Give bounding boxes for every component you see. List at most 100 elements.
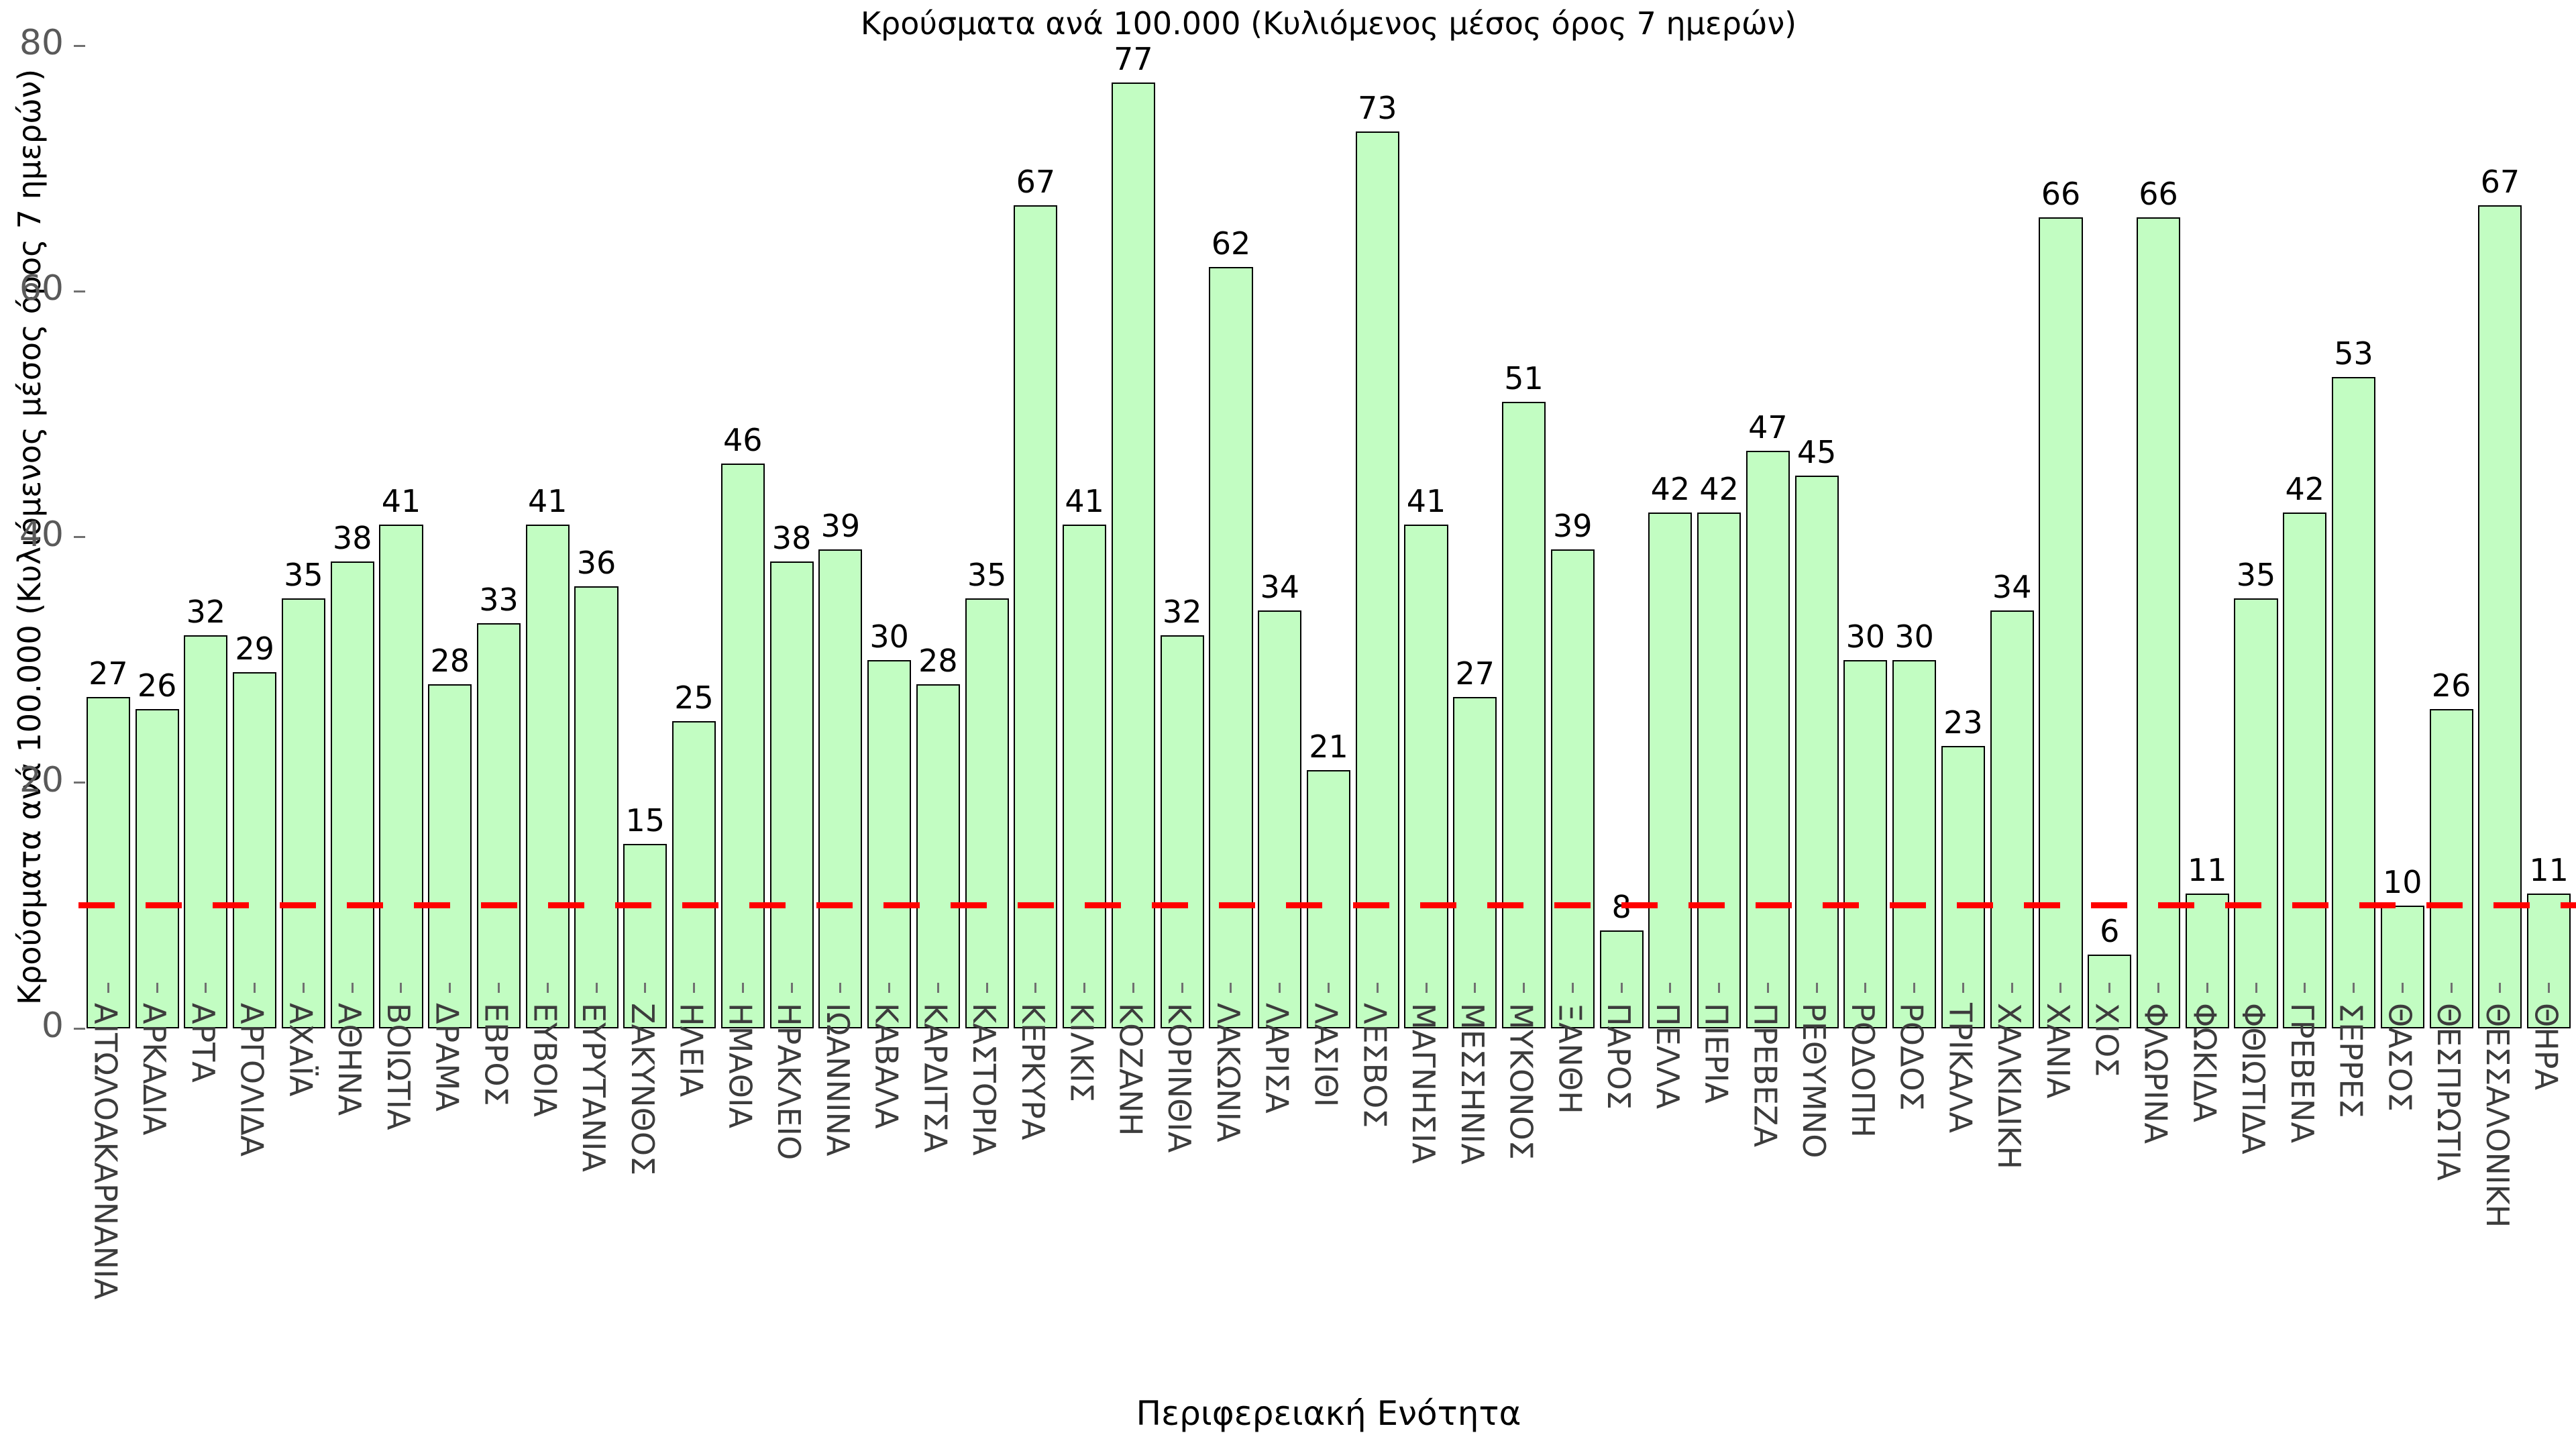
bar-ΘΕΣΣΑΛΟΝΙΚΗ: [2478, 205, 2522, 1028]
x-category-label: ΛΑΚΩΝΙΑ: [1210, 1003, 1246, 1142]
plot-area: 27 26 32 29 35 38 41 28 33 41 36 15 25 46 38 39 30 28 35 67…: [78, 41, 2576, 1028]
bar-ΘΕΣΠΡΩΤΙΑ: [2429, 708, 2473, 1028]
x-tick-mark: [741, 983, 744, 993]
x-category-label: ΠΕΛΛΑ: [1649, 1003, 1686, 1110]
x-category-label: ΦΛΩΡΙΝΑ: [2137, 1003, 2174, 1144]
y-tick-mark: [74, 290, 85, 292]
bar-ΕΒΡΟΣ: [476, 623, 521, 1028]
x-category-label: ΘΕΣΣΑΛΟΝΙΚΗ: [2479, 1003, 2516, 1228]
x-tick-mark: [644, 983, 647, 993]
x-tick-mark: [302, 983, 305, 993]
bar-ΓΡΕΒΕΝΑ: [2283, 512, 2327, 1028]
x-category-label: ΦΩΚΙΔΑ: [2186, 1003, 2223, 1123]
bar-ΚΟΖΑΝΗ: [1111, 82, 1155, 1028]
x-category-label: ΑΡΤΑ: [184, 1003, 221, 1083]
x-category-label: ΛΕΣΒΟΣ: [1356, 1003, 1393, 1128]
bar-ΠΕΛΛΑ: [1648, 512, 1693, 1028]
x-tick-mark: [2548, 983, 2551, 993]
x-tick-mark: [2108, 983, 2111, 993]
x-category-label: ΧΙΟΣ: [2088, 1003, 2125, 1077]
bar-ΠΑΡΟΣ: [1599, 930, 1644, 1028]
bar-ΣΕΡΡΕΣ: [2331, 377, 2376, 1028]
chart-title: Κρούσματα ανά 100.000 (Κυλιόμενος μέσος …: [860, 5, 1797, 42]
x-tick-mark: [1620, 983, 1623, 993]
x-category-label: ΗΡΑΚΛΕΙΟ: [771, 1003, 808, 1161]
x-category-label: ΚΟΖΑΝΗ: [1112, 1003, 1149, 1136]
x-tick-mark: [1571, 983, 1574, 993]
x-category-label: ΗΜΑΘΙΑ: [722, 1003, 759, 1128]
bar-value-label: 21: [1309, 729, 1348, 765]
bar-ΛΑΡΙΣΑ: [1258, 610, 1302, 1028]
bar-ΑΡΓΟΛΙΔΑ: [233, 672, 277, 1028]
x-category-label: ΧΑΝΙΑ: [2039, 1003, 2076, 1099]
x-category-label: ΠΑΡΟΣ: [1601, 1003, 1638, 1110]
x-tick-mark: [2157, 983, 2159, 993]
x-category-label: ΡΟΔΟΠΗ: [1844, 1003, 1881, 1138]
bar-ΑΧΑΪΑ: [281, 598, 325, 1028]
x-tick-mark: [1815, 983, 1818, 993]
x-tick-mark: [1376, 983, 1379, 993]
bar-value-label: 15: [625, 802, 665, 839]
x-tick-mark: [2206, 983, 2208, 993]
x-category-label: ΘΗΡΑ: [2528, 1003, 2565, 1091]
bar-value-label: 30: [1845, 618, 1886, 655]
x-category-label: ΚΟΡΙΝΘΙΑ: [1161, 1003, 1198, 1153]
bar-value-label: 6: [2100, 913, 2120, 950]
x-tick-mark: [254, 983, 256, 993]
x-category-label: ΧΑΛΚΙΔΙΚΗ: [1991, 1003, 2028, 1169]
bar-ΕΥΡΥΤΑΝΙΑ: [574, 586, 619, 1028]
bar-value-label: 46: [723, 421, 763, 458]
bar-ΛΑΚΩΝΙΑ: [1209, 266, 1253, 1028]
bar-ΚΟΡΙΝΘΙΑ: [1160, 635, 1204, 1028]
bar-value-label: 33: [479, 581, 519, 618]
bar-ΜΕΣΣΗΝΙΑ: [1453, 696, 1497, 1028]
bar-ΞΑΝΘΗ: [1550, 549, 1595, 1028]
bar-value-label: 67: [1016, 164, 1056, 201]
x-category-label: ΕΥΒΟΙΑ: [527, 1003, 564, 1117]
x-category-label: ΚΕΡΚΥΡΑ: [1014, 1003, 1051, 1140]
bar-value-label: 34: [1992, 569, 2032, 606]
bar-ΔΡΑΜΑ: [428, 684, 472, 1028]
bar-ΜΑΓΝΗΣΙΑ: [1404, 525, 1448, 1028]
bar-ΗΡΑΚΛΕΙΟ: [769, 561, 814, 1028]
bar-ΛΕΣΒΟΣ: [1355, 131, 1399, 1028]
x-category-label: ΘΑΣΟΣ: [2381, 1003, 2418, 1112]
bar-ΧΑΝΙΑ: [2039, 217, 2083, 1028]
bar-value-label: 27: [1455, 655, 1495, 692]
y-tick-label: 40: [19, 514, 64, 555]
bar-value-label: 30: [1894, 618, 1934, 655]
bar-ΠΙΕΡΙΑ: [1697, 512, 1741, 1028]
bar-value-label: 32: [186, 594, 226, 630]
bar-ΡΕΘΥΜΝΟ: [1794, 475, 1839, 1028]
x-tick-mark: [2059, 983, 2062, 993]
x-category-label: ΦΘΙΩΤΙΔΑ: [2235, 1003, 2272, 1155]
x-tick-mark: [1279, 983, 1281, 993]
bar-ΤΡΙΚΑΛΑ: [1941, 745, 1985, 1028]
x-category-label: ΑΘΗΝΑ: [331, 1003, 368, 1116]
bar-ΗΜΑΘΙΑ: [720, 463, 765, 1028]
threshold-line: [78, 902, 2576, 909]
x-tick-mark: [936, 983, 939, 993]
x-tick-mark: [693, 983, 696, 993]
x-tick-mark: [1230, 983, 1232, 993]
y-tick-mark: [74, 44, 85, 47]
bar-value-label: 47: [1748, 409, 1788, 446]
x-tick-mark: [498, 983, 500, 993]
bar-value-label: 28: [430, 643, 470, 680]
x-category-label: ΘΕΣΠΡΩΤΙΑ: [2430, 1003, 2467, 1181]
x-category-label: ΑΡΓΟΛΙΔΑ: [233, 1003, 270, 1157]
x-category-label: ΡΕΘΥΜΝΟ: [1796, 1003, 1833, 1159]
bar-value-label: 23: [1943, 704, 1983, 741]
x-tick-mark: [2450, 983, 2453, 993]
bar-value-label: 62: [1211, 225, 1251, 262]
x-tick-mark: [2353, 983, 2355, 993]
x-tick-mark: [1034, 983, 1037, 993]
x-tick-mark: [2255, 983, 2257, 993]
x-tick-mark: [2401, 983, 2404, 993]
bar-value-label: 42: [1699, 470, 1739, 507]
bar-ΙΩΑΝΝΙΝΑ: [818, 549, 863, 1028]
x-tick-mark: [2010, 983, 2013, 993]
bar-ΘΗΡΑ: [2527, 893, 2571, 1028]
bar-value-label: 26: [2431, 667, 2471, 704]
bar-ΜΥΚΟΝΟΣ: [1501, 402, 1546, 1028]
